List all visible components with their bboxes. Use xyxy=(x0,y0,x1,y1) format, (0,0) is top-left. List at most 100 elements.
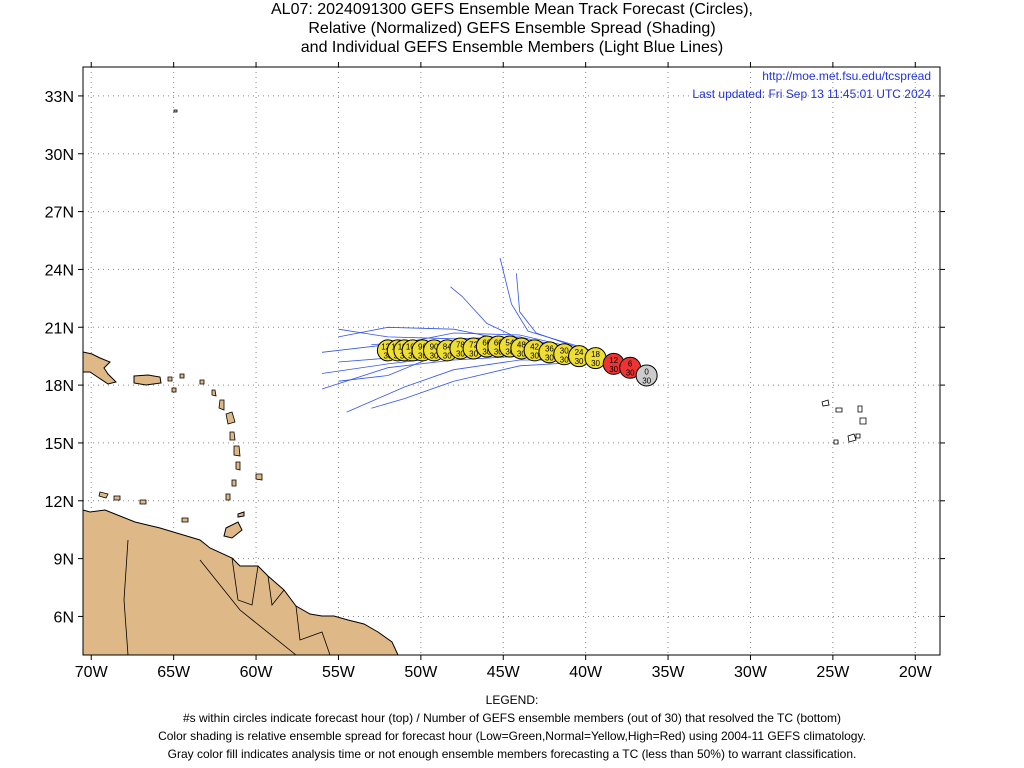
curacao-island xyxy=(113,495,121,501)
forecast-hour-label: 96 xyxy=(418,342,427,351)
lat-tick-label: 21N xyxy=(45,320,74,337)
border-line xyxy=(267,575,285,606)
island xyxy=(167,376,173,382)
island xyxy=(211,389,217,397)
lat-tick-label: 15N xyxy=(45,436,74,453)
lon-tick-label: 70W xyxy=(75,664,109,681)
lon-tick-label: 25W xyxy=(816,664,850,681)
member-count-label: 30 xyxy=(430,351,439,360)
forecast-hour-label: 42 xyxy=(530,342,539,351)
lat-tick-label: 18N xyxy=(45,378,74,395)
forecast-hour-label: 0 xyxy=(644,367,649,376)
bermuda-island xyxy=(173,109,178,113)
lat-tick-label: 30N xyxy=(45,147,74,164)
member-count-label: 30 xyxy=(642,376,651,385)
lon-tick-label: 55W xyxy=(322,664,356,681)
lon-tick-label: 50W xyxy=(404,664,438,681)
lat-tick-label: 33N xyxy=(45,89,74,106)
land-layer xyxy=(83,109,867,655)
cape-verde-island xyxy=(835,407,843,413)
forecast-hour-label: 30 xyxy=(560,346,569,355)
lon-tick-label: 60W xyxy=(240,664,274,681)
dominica-island xyxy=(229,431,236,441)
member-count-label: 30 xyxy=(494,348,503,357)
member-count-label: 30 xyxy=(545,353,554,362)
tobago-island xyxy=(237,511,245,518)
title-line-3: and Individual GEFS Ensemble Members (Li… xyxy=(300,39,724,56)
lat-tick-label: 24N xyxy=(45,262,74,279)
lon-tick-label: 35W xyxy=(652,664,686,681)
member-count-label: 30 xyxy=(443,351,452,360)
track-circle: 630 xyxy=(619,356,642,379)
lat-tick-label: 12N xyxy=(45,494,74,511)
forecast-hour-label: 36 xyxy=(545,344,554,353)
border-line xyxy=(123,539,129,655)
member-count-label: 30 xyxy=(609,365,618,374)
trinidad-island xyxy=(223,521,243,539)
martinique-island xyxy=(233,445,241,457)
forecast-hour-label: 48 xyxy=(517,340,526,349)
member-count-label: 30 xyxy=(626,369,635,378)
st-vincent-island xyxy=(231,479,237,487)
legend-heading: LEGEND: xyxy=(485,693,539,707)
cape-verde-island xyxy=(857,405,863,413)
member-count-label: 30 xyxy=(383,351,392,360)
aruba-island xyxy=(98,491,109,499)
member-count-label: 30 xyxy=(591,359,600,368)
title-line-2: Relative (Normalized) GEFS Ensemble Spre… xyxy=(308,20,716,37)
member-count-label: 30 xyxy=(575,357,584,366)
member-count-label: 30 xyxy=(482,348,491,357)
legend-line-3: Gray color fill indicates analysis time … xyxy=(167,747,857,761)
member-count-label: 30 xyxy=(418,351,427,360)
forecast-hour-label: 78 xyxy=(456,340,465,349)
lat-tick-label: 6N xyxy=(54,609,74,626)
lon-tick-label: 45W xyxy=(487,664,521,681)
member-count-label: 30 xyxy=(408,351,417,360)
grenada-island xyxy=(225,493,231,501)
forecast-hour-label: 54 xyxy=(505,339,514,348)
track-circle: 030 xyxy=(635,364,658,387)
track-circle-fill xyxy=(635,364,658,387)
lat-tick-label: 27N xyxy=(45,205,74,222)
border-line xyxy=(231,557,259,606)
forecast-hour-label: 60 xyxy=(494,339,503,348)
lon-tick-label: 40W xyxy=(569,664,603,681)
margarita-island xyxy=(181,517,189,523)
legend-line-1: #s within circles indicate forecast hour… xyxy=(182,711,842,725)
island xyxy=(171,387,177,393)
cape-verde-island xyxy=(855,433,861,439)
member-count-label: 30 xyxy=(517,349,526,358)
border-line xyxy=(295,605,331,655)
last-updated: Last updated: Fri Sep 13 11:45:01 UTC 20… xyxy=(692,87,931,101)
lon-tick-label: 20W xyxy=(899,664,933,681)
border-line xyxy=(199,559,297,655)
cape-verde-island xyxy=(833,439,839,445)
barbados-island xyxy=(255,473,263,481)
member-count-label: 30 xyxy=(456,349,465,358)
lon-tick-label: 65W xyxy=(157,664,191,681)
forecast-hour-label: 12 xyxy=(609,356,618,365)
puerto-rico-island xyxy=(133,374,162,386)
cape-verde-island xyxy=(821,399,830,407)
forecast-hour-label: 24 xyxy=(575,348,584,357)
member-count-label: 30 xyxy=(505,348,514,357)
bonaire-island xyxy=(139,499,147,505)
lat-tick-label: 9N xyxy=(54,552,74,569)
forecast-hour-label: 6 xyxy=(628,360,633,369)
forecast-hour-label: 84 xyxy=(443,342,452,351)
ensemble-mean-track: 1203011430108301023096309030843078307230… xyxy=(376,335,658,387)
st-lucia-island xyxy=(235,461,241,471)
island xyxy=(218,399,225,411)
forecast-hour-label: 72 xyxy=(469,340,478,349)
axis-ticks: 70W 65W 60W 55W 50W 45W 40W 35W 30W 25W 20W 6N 9N 12N… xyxy=(45,62,945,681)
forecast-hour-label: 66 xyxy=(482,339,491,348)
forecast-hour-label: 18 xyxy=(591,350,600,359)
cape-verde-island xyxy=(859,417,867,425)
island xyxy=(179,373,185,379)
forecast-hour-label: 90 xyxy=(430,342,439,351)
plot-frame xyxy=(82,66,941,656)
hispaniola-island xyxy=(83,351,117,385)
credit-url[interactable]: http://moe.met.fsu.edu/tcspread xyxy=(762,69,931,83)
legend-line-2: Color shading is relative ensemble sprea… xyxy=(158,729,866,743)
